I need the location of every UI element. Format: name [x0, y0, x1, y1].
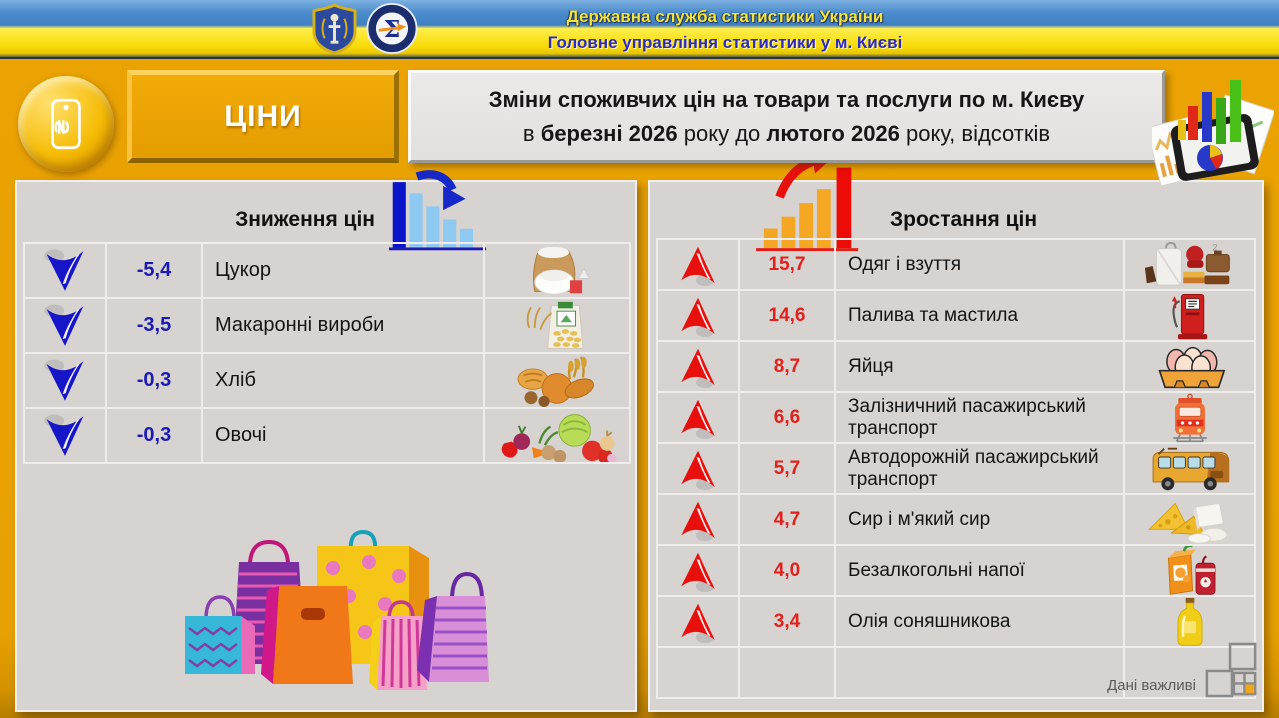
- table-row-empty: [658, 646, 1254, 697]
- value-cell: 8,7: [738, 342, 834, 391]
- slide-title: Зміни споживчих цін на товари та послуги…: [408, 70, 1165, 163]
- up-arrow-icon: [681, 552, 715, 592]
- label-cell: Овочі: [201, 409, 483, 462]
- table-row: 3,4 Олія соняшникова: [658, 595, 1254, 646]
- value-cell: 4,7: [738, 495, 834, 544]
- decrease-table: -5,4 Цукор -3,5 Макаронні вироби: [23, 242, 631, 464]
- down-arrow-icon: [44, 304, 84, 346]
- derzhstat-sigma-icon: Σ: [366, 3, 418, 59]
- up-arrow-icon: [681, 399, 715, 439]
- increase-panel-title: Зростання цін: [890, 208, 1038, 231]
- tablet-charts-image: [1146, 74, 1276, 191]
- value-cell: 15,7: [738, 240, 834, 289]
- fuel-pump-image: [1171, 293, 1207, 339]
- declining-bars-icon: [389, 166, 501, 263]
- svg-text:₴: ₴: [49, 119, 74, 134]
- table-row: 4,7 Сир і м'який сир: [658, 493, 1254, 544]
- value-cell: -5,4: [105, 244, 201, 297]
- table-row: 5,7 Автодорожній пасажирський транспорт: [658, 442, 1254, 493]
- price-tag-badge: ₴: [18, 76, 114, 172]
- label-cell: Сир і м'який сир: [834, 495, 1123, 544]
- category-button-prices: ЦІНИ: [127, 70, 399, 163]
- value-cell: 4,0: [738, 546, 834, 595]
- table-row: 4,0 Безалкогольні напої: [658, 544, 1254, 595]
- bread-image: [517, 355, 594, 407]
- train-image: [1172, 393, 1207, 442]
- shopping-bags-image: [177, 524, 489, 697]
- value-cell: 5,7: [738, 444, 834, 493]
- table-row: 8,7 Яйця: [658, 340, 1254, 391]
- decrease-panel: Зниження цін -5,4 Цукор: [15, 170, 637, 712]
- cheese-image: [1147, 502, 1227, 544]
- up-arrow-icon: [681, 348, 715, 388]
- value-cell: -0,3: [105, 354, 201, 407]
- up-arrow-icon: [681, 297, 715, 337]
- kyiv-coat-of-arms-icon: [312, 3, 357, 59]
- vegetables-image: [501, 413, 617, 462]
- up-arrow-icon: [681, 450, 715, 490]
- pasta-image: [526, 301, 584, 349]
- up-arrow-icon: [681, 246, 715, 286]
- label-cell: Автодорожній пасажирський транспорт: [834, 444, 1123, 493]
- down-arrow-icon: [44, 414, 84, 456]
- squares-logo-icon: [1204, 641, 1258, 704]
- increase-panel: Зростання цін 15,7 Одяг і: [648, 147, 1264, 712]
- hryvnia-price-tag-icon: ₴: [49, 98, 81, 150]
- table-row: -0,3 Хліб: [25, 352, 629, 407]
- label-cell: Олія соняшникова: [834, 597, 1123, 646]
- table-row: -0,3 Овочі: [25, 407, 629, 462]
- department-title: Головне управління статистики у м. Києві: [547, 33, 903, 52]
- value-cell: -3,5: [105, 299, 201, 352]
- increase-table: 15,7 Одяг і взуття 2: [656, 238, 1256, 699]
- flag-header: Σ Державна служба статистики України Гол…: [0, 0, 1279, 59]
- footer-note: Дані важливі: [1107, 677, 1196, 694]
- svg-text:2: 2: [1212, 242, 1217, 253]
- table-row: 14,6 Палива та мастила: [658, 289, 1254, 340]
- drinks-image: [1167, 545, 1215, 595]
- agency-title: Державна служба статистики України: [566, 7, 884, 26]
- title-line-1: Зміни споживчих цін на товари та послуги…: [488, 86, 1085, 112]
- title-line-2: в березні 2026 року до лютого 2026 року,…: [522, 120, 1051, 146]
- category-label: ЦІНИ: [224, 99, 302, 133]
- label-cell: Яйця: [834, 342, 1123, 391]
- eggs-image: [1157, 346, 1225, 388]
- label-cell: Одяг і взуття: [834, 240, 1123, 289]
- value-cell: 14,6: [738, 291, 834, 340]
- up-arrow-icon: [681, 501, 715, 541]
- table-row: -5,4 Цукор: [25, 244, 629, 297]
- table-row: 15,7 Одяг і взуття 2: [658, 240, 1254, 289]
- label-cell: Макаронні вироби: [201, 299, 483, 352]
- clothing-image: 2: [1144, 241, 1230, 286]
- label-cell: Хліб: [201, 354, 483, 407]
- label-cell: Безалкогольні напої: [834, 546, 1123, 595]
- sunflower-oil-image: [1177, 597, 1202, 646]
- up-arrow-icon: [681, 603, 715, 643]
- decrease-panel-title: Зниження цін: [235, 208, 375, 231]
- value-cell: -0,3: [105, 409, 201, 462]
- value-cell: 6,6: [738, 393, 834, 442]
- label-cell: Палива та мастила: [834, 291, 1123, 340]
- label-cell: Залізничний пасажирський транспорт: [834, 393, 1123, 442]
- down-arrow-icon: [44, 249, 84, 291]
- bus-image: [1152, 447, 1229, 490]
- table-row: 6,6 Залізничний пасажирський транспорт: [658, 391, 1254, 442]
- value-cell: 3,4: [738, 597, 834, 646]
- table-row: -3,5 Макаронні вироби: [25, 297, 629, 352]
- label-cell: Цукор: [201, 244, 483, 297]
- sugar-image: [533, 246, 591, 295]
- down-arrow-icon: [44, 359, 84, 401]
